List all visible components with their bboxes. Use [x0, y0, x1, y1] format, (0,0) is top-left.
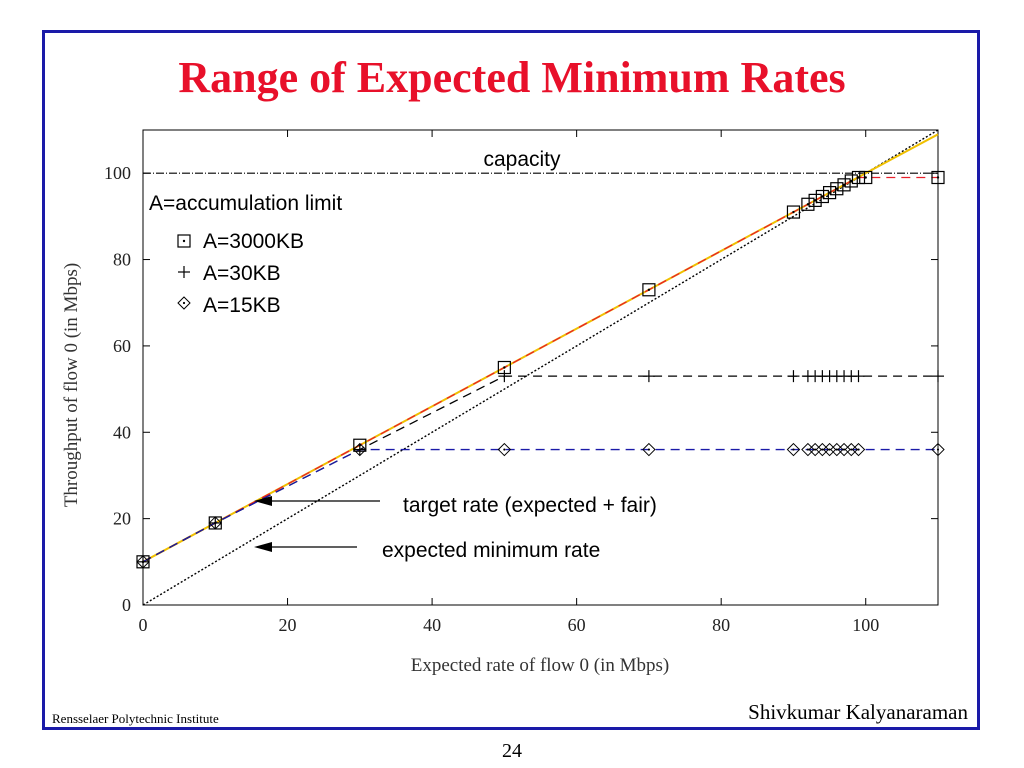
marker-series-1 [801, 197, 815, 211]
marker-series-2 [852, 370, 865, 383]
data-markers [136, 170, 945, 569]
y-axis-label: Throughput of flow 0 (in Mbps) [61, 263, 82, 507]
page-number: 24 [502, 740, 522, 762]
y-tick-label: 100 [104, 163, 131, 183]
y-tick-label: 60 [113, 336, 131, 356]
expected-min-arrow-head [254, 542, 272, 552]
target-rate-label: target rate (expected + fair) [403, 494, 657, 517]
marker-series-3 [353, 442, 367, 457]
marker-series-3 [815, 442, 830, 457]
footer-institution: Rensselaer Polytechnic Institute [52, 711, 219, 726]
marker-series-2 [787, 370, 800, 383]
marker-series-1 [837, 178, 851, 192]
marker-series-1 [815, 189, 829, 204]
marker-series-3 [851, 442, 866, 457]
marker-series-3 [208, 516, 222, 530]
marker-series-1 [808, 193, 822, 207]
target-rate-arrow-head [254, 496, 272, 506]
marker-series-1 [786, 205, 801, 219]
x-tick-label: 20 [279, 615, 297, 635]
marker-series-3 [837, 442, 851, 457]
marker-series-2 [932, 370, 944, 383]
legend-label-a15: A=15KB [203, 294, 281, 317]
y-tick-label: 0 [122, 595, 131, 615]
slide-title: Range of Expected Minimum Rates [178, 53, 846, 102]
slide-frame [42, 30, 980, 730]
axes: 0 20 40 60 80 100 0 20 40 60 80 100 [104, 130, 938, 635]
x-axis-label: Expected rate of flow 0 (in Mbps) [411, 655, 670, 676]
y-tick-label: 40 [113, 422, 131, 442]
marker-series-3 [808, 442, 822, 457]
legend-title: A=accumulation limit [149, 192, 342, 215]
marker-series-3 [801, 442, 815, 457]
y-tick-label: 20 [113, 509, 131, 529]
marker-series-1 [851, 170, 866, 185]
marker-series-3 [642, 442, 656, 457]
marker-series-1 [642, 283, 656, 297]
x-tick-label: 60 [568, 615, 586, 635]
arrow-annotations: target rate (expected + fair) expected m… [254, 494, 657, 562]
marker-series-3 [497, 442, 512, 457]
legend-marker-1-icon [177, 234, 191, 248]
marker-series-3 [786, 442, 801, 457]
y-tick-label: 80 [113, 250, 131, 270]
expected-min-label: expected minimum rate [382, 539, 600, 562]
marker-series-3 [136, 555, 150, 569]
x-tick-label: 100 [852, 615, 879, 635]
marker-series-3 [844, 442, 858, 457]
marker-series-1 [844, 174, 858, 188]
x-tick-label: 80 [712, 615, 730, 635]
x-tick-label: 0 [139, 615, 148, 635]
legend: A=accumulation limit A=3000KB A=30KB A=1… [149, 192, 342, 317]
marker-series-1 [830, 182, 844, 196]
footer-author: Shivkumar Kalyanaraman [748, 700, 968, 724]
capacity-label: capacity [483, 148, 561, 171]
legend-marker-2-icon [178, 266, 190, 278]
legend-label-a3000: A=3000KB [203, 230, 304, 253]
series-line-3 [142, 448, 938, 563]
marker-series-2 [498, 370, 511, 383]
marker-series-1 [931, 170, 945, 185]
legend-marker-3-icon [177, 296, 191, 310]
marker-series-3 [822, 442, 837, 457]
x-tick-label: 40 [423, 615, 441, 635]
series-line-1 [142, 176, 938, 563]
legend-icons [177, 234, 191, 310]
marker-series-1 [822, 186, 837, 200]
marker-series-3 [830, 442, 844, 457]
plot-area [142, 129, 939, 606]
marker-series-1 [859, 170, 873, 185]
marker-series-3 [931, 442, 945, 457]
legend-label-a30: A=30KB [203, 262, 281, 285]
marker-series-2 [642, 370, 655, 383]
